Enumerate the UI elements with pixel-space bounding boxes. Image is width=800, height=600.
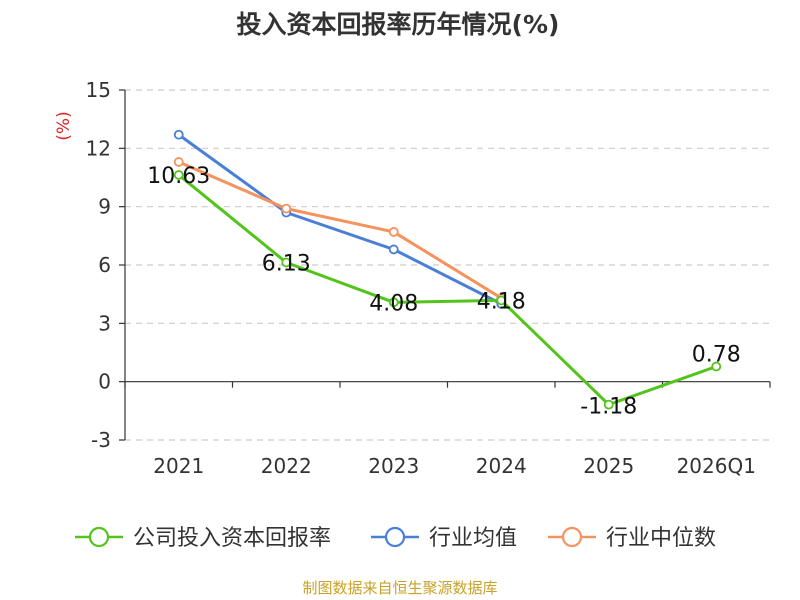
y-tick-label: 12 [86, 136, 111, 160]
legend: 公司投入资本回报率 行业均值 行业中位数 [75, 526, 716, 551]
data-label: 4.08 [369, 291, 418, 316]
data-labels: 10.63 6.13 4.08 4.18 -1.18 0.78 [147, 164, 740, 420]
source-note: 制图数据来自恒生聚源数据库 [302, 579, 497, 597]
legend-marker [88, 526, 110, 548]
data-point [173, 157, 184, 167]
y-tick-label: 0 [98, 370, 111, 394]
series-lines [173, 129, 722, 410]
data-label: 0.78 [692, 343, 741, 368]
x-tick-label: 2024 [476, 454, 527, 478]
y-tick-label: 9 [98, 195, 111, 219]
data-point [281, 257, 292, 268]
series-line [178, 160, 503, 300]
chart-title: 投入资本回报率历年情况(%) [237, 10, 560, 39]
data-point [388, 244, 399, 255]
data-point [603, 399, 614, 410]
legend-marker [384, 526, 406, 548]
y-axis-unit: (%) [54, 111, 74, 140]
data-point [173, 129, 184, 140]
y-tick-label: 15 [86, 78, 111, 102]
series-line [177, 133, 502, 306]
data-point [388, 297, 399, 308]
data-label: 6.13 [262, 251, 311, 276]
x-tick-label: 2026Q1 [677, 454, 756, 478]
data-point [711, 361, 722, 372]
legend-label: 行业均值 [429, 526, 517, 551]
legend-marker [561, 526, 583, 548]
axes: 15 12 9 6 3 0 -3 2021 2022 2023 2024 2025 2026Q1 [86, 78, 771, 478]
data-label: -1.18 [580, 395, 637, 420]
series-line [177, 173, 717, 407]
data-label: 10.63 [147, 164, 210, 189]
x-tick-label: 2023 [368, 454, 419, 478]
x-tick-label: 2021 [153, 454, 204, 478]
x-tick-label: 2025 [583, 454, 634, 478]
data-point [173, 170, 184, 180]
data-point [496, 295, 507, 306]
y-tick-label: 3 [98, 311, 111, 335]
data-point [281, 203, 292, 214]
data-point [388, 227, 399, 237]
legend-label: 公司投入资本回报率 [133, 526, 331, 551]
data-label: 4.18 [477, 289, 526, 314]
legend-label: 行业中位数 [606, 526, 716, 551]
y-tick-label: -3 [91, 428, 111, 452]
y-tick-label: 6 [98, 253, 111, 277]
x-tick-label: 2022 [261, 454, 312, 478]
